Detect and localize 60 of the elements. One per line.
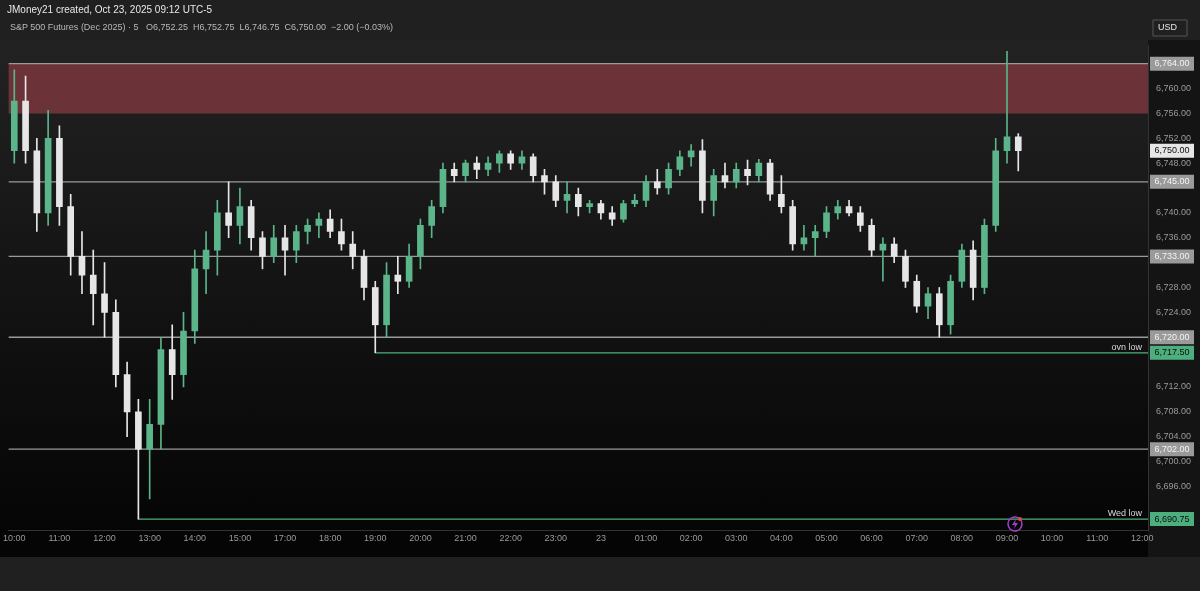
ref-line-label: ovn low [1111,341,1143,352]
x-tick-label: 09:00 [995,532,1019,543]
annotation: 6,764.00 [1154,58,1190,69]
x-tick-label: 06:00 [860,532,883,543]
x-tick-label: 11:00 [1086,532,1109,543]
candlestick [879,237,887,282]
x-tick-label: 08:00 [950,532,974,543]
candlestick [653,169,661,195]
annotation: 6,745.00 [1154,176,1190,187]
candlestick [89,249,97,326]
x-tick-label: 10:00 [3,532,26,543]
y-tick-label: 6,724.00 [1156,306,1192,317]
y-tick-label: 6,728.00 [1156,281,1192,292]
x-tick-label: 19:00 [364,532,387,543]
y-tick-label: 6,740.00 [1156,207,1192,218]
x-tick-label: 14:00 [183,532,207,543]
candlestick [800,224,808,251]
x-tick-label: 01:00 [634,532,658,543]
chart-title: JMoney21 created, Oct 23, 2025 09:12 UTC-5 [7,3,213,15]
y-tick-label: 6,760.00 [1156,83,1192,94]
y-tick-label: 6,700.00 [1156,456,1192,467]
annotation: 6,733.00 [1154,250,1190,261]
y-tick-label: 6,752.00 [1156,132,1192,143]
annotation: 6,720.00 [1154,331,1190,342]
x-tick-label: 22:00 [499,532,522,543]
x-tick-label: 20:00 [409,532,432,543]
x-tick-label: 12:00 [93,532,116,543]
y-tick-label: 6,736.00 [1156,232,1192,243]
x-tick-label: 13:00 [138,532,161,543]
x-tick-label: 23:00 [544,532,568,543]
y-tick-label: 6,708.00 [1156,406,1192,417]
candlestick [1003,50,1011,164]
annotation: 6,690.75 [1154,513,1190,524]
annotation: 6,702.00 [1154,443,1190,454]
x-tick-label: 12:00 [1131,532,1154,543]
x-tick-label: 11:00 [48,532,71,543]
x-tick-label: 18:00 [318,532,342,543]
candlestick [394,256,402,295]
x-tick-label: 17:00 [273,532,297,543]
candlestick [563,181,571,214]
annotation: 6,750.00 [1154,145,1190,156]
x-tick-label: 05:00 [815,532,838,543]
annotation: 6,717.50 [1154,347,1190,358]
x-tick-label: 15:00 [228,532,252,543]
ref-line-label: Wed low [1107,508,1143,519]
y-tick-label: 6,696.00 [1156,480,1192,491]
y-tick-label: 6,748.00 [1156,157,1192,168]
x-tick-label: 23 [595,532,606,543]
x-tick-label: 04:00 [770,532,793,543]
y-tick-label: 6,756.00 [1156,107,1192,118]
x-tick-label: 21:00 [454,532,477,543]
text: USD [1158,22,1178,33]
y-tick-label: 6,704.00 [1156,431,1192,442]
candlestick [811,224,819,257]
chart-subtitle: S&P 500 Futures (Dec 2025) · 5 O6,752.25 H6,752.75 L6,746.75 C6,750.00 −2.00 (−0.03%) [10,22,394,33]
y-tick-label: 6,712.00 [1156,381,1192,392]
x-tick-label: 10:00 [1040,532,1064,543]
x-tick-label: 02:00 [679,532,703,543]
x-tick-label: 03:00 [724,532,748,543]
x-tick-label: 07:00 [905,532,929,543]
